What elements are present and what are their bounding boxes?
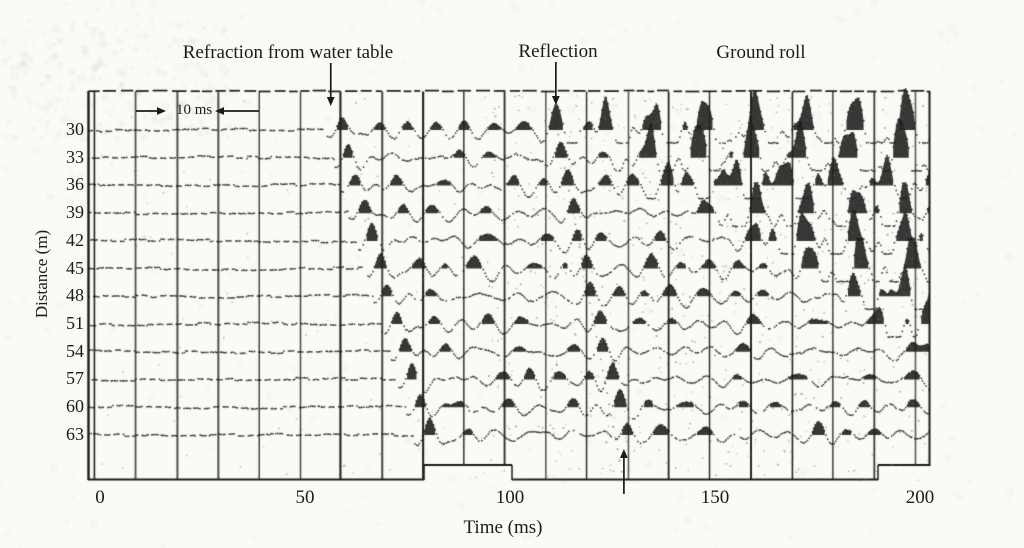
scale-bar-label: 10 ms [176,102,213,118]
y-tick-label: 42 [66,229,84,250]
x-tick-label: 200 [905,487,935,508]
x-axis-title: Time (ms) [463,517,543,538]
x-tick-label: 150 [700,487,730,508]
x-tick-label: 0 [95,487,105,508]
y-tick-label: 33 [66,146,84,167]
ground-roll-annotation-label: Ground roll [716,42,806,63]
reflection-annotation-label: Reflection [518,41,598,62]
x-tick-label: 100 [495,487,525,508]
x-tick-label: 50 [295,487,315,508]
y-tick-label: 51 [66,313,84,334]
y-tick-label: 54 [66,340,84,361]
y-tick-label: 57 [66,368,84,389]
y-tick-label: 39 [66,202,84,223]
y-tick-label: 60 [66,396,84,417]
y-tick-label: 48 [66,285,84,306]
y-tick-label: 45 [66,257,84,278]
y-tick-label: 36 [66,174,84,195]
y-tick-label: 63 [66,423,84,444]
refraction-annotation-label: Refraction from water table [182,42,394,63]
y-tick-label: 30 [66,119,84,139]
